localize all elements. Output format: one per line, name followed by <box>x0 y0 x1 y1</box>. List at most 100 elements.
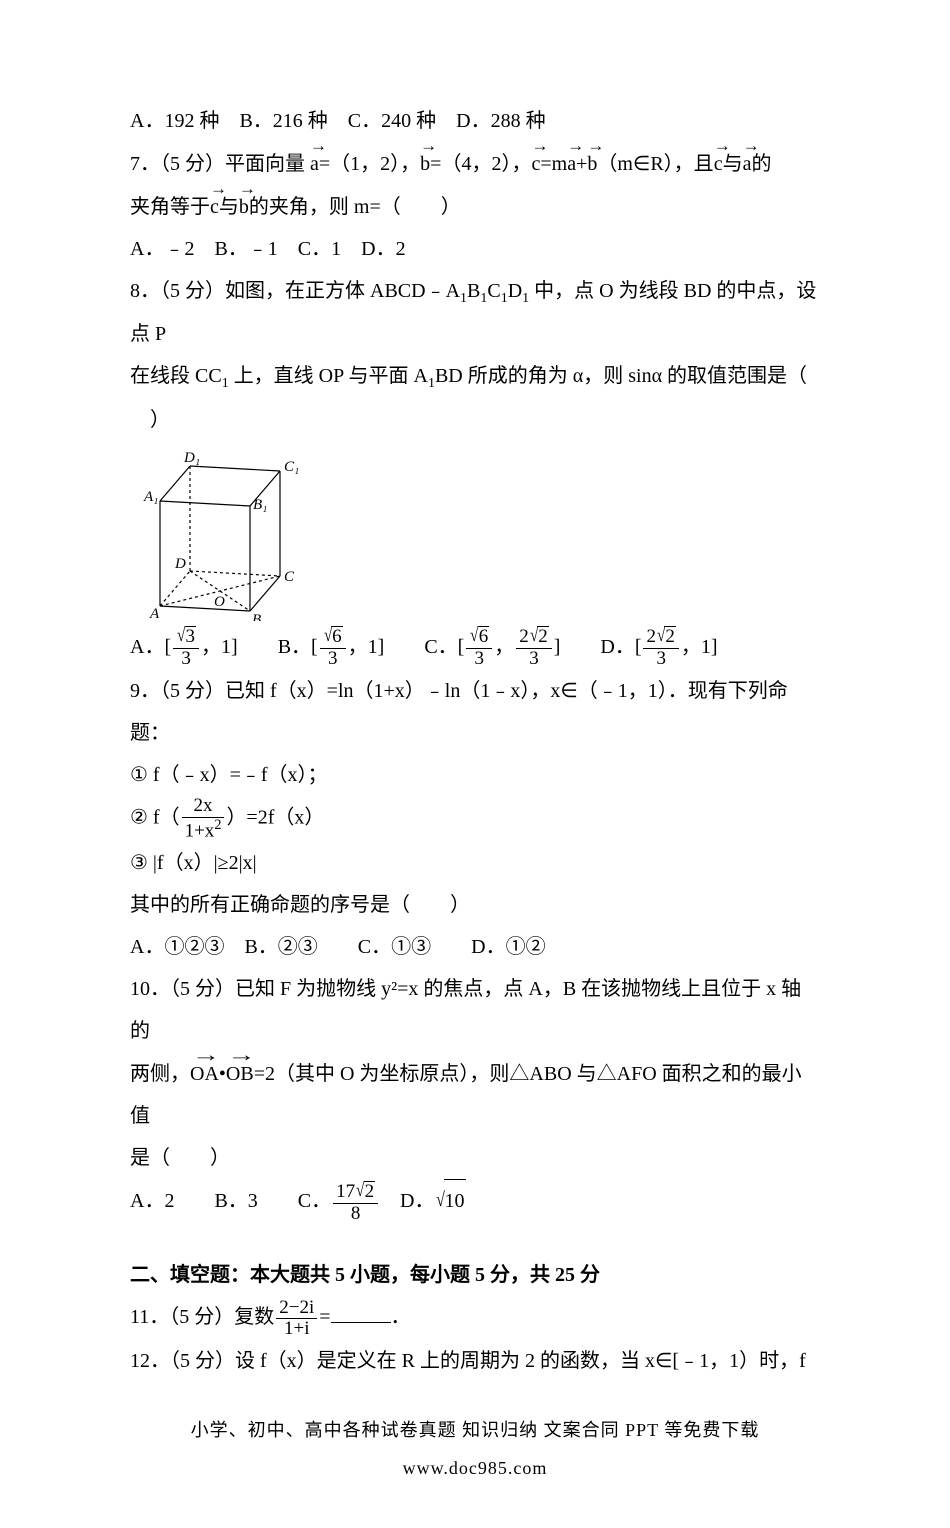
q11-eq: = <box>319 1306 330 1328</box>
q10-oD-sqrt-sign: √ <box>436 1179 445 1221</box>
q9-prop3: ③ |f（x）|≥2|x| <box>130 842 820 884</box>
q8-oD-pre: D．[ <box>600 636 641 658</box>
q8-line1: 8．（5 分）如图，在正方体 ABCD﹣A1B1C1D1 中，点 O 为线段 B… <box>130 270 820 355</box>
q8-oC-mid: ， <box>494 636 514 658</box>
lbl-A1: A₁ <box>143 489 158 505</box>
q8-oA-pre: A．[ <box>130 636 171 658</box>
vec-c-sym: c <box>531 153 540 175</box>
q9-options: A．①②③ B．②③ C．①③ D．①② <box>130 926 820 968</box>
q9-p2-num: 2x <box>182 796 225 818</box>
lbl-C: C <box>284 569 295 585</box>
sub-a1bd: 1 <box>428 376 435 391</box>
q11-frac: 2−2i1+i <box>276 1298 317 1341</box>
q8-options: A．[√33，1] B．[√63，1] C．[√63，2√23] D．[2√23… <box>130 626 820 670</box>
q11: 11．（5 分）复数2−2i1+i= ． <box>130 1296 820 1340</box>
cube-diagram: A B C D A₁ B₁ C₁ D₁ O <box>140 446 310 621</box>
vec-b: b <box>420 142 430 185</box>
q8-oC-den2: 3 <box>516 649 551 670</box>
q8-t1b: B <box>467 280 480 302</box>
q9-ask: 其中的所有正确命题的序号是（ ） <box>130 884 820 926</box>
q8-line2: 在线段 CC1 上，直线 OP 与平面 A1BD 所成的角为 α，则 sinα … <box>130 355 820 398</box>
q8-t1d: D <box>508 280 522 302</box>
q8-oD-post: ，1] <box>681 636 718 658</box>
lbl-A: A <box>149 606 160 621</box>
q7-t8: 夹角等于 <box>130 196 210 218</box>
vec-b3: b <box>239 185 249 228</box>
q8-oB-post: ，1] <box>348 636 385 658</box>
vec-OA-sym: OA <box>190 1063 219 1085</box>
vec-c: c <box>531 142 540 185</box>
q11-period: ． <box>391 1306 411 1328</box>
q8-oC-post: ] <box>554 636 561 658</box>
q8-t2b: 上，直线 OP 与平面 A <box>229 365 428 387</box>
lbl-D: D <box>174 556 186 572</box>
vec-c3-sym: c <box>210 196 219 218</box>
q7-t6: 与 <box>723 153 743 175</box>
q8-line3: ） <box>130 399 820 441</box>
q8-t2c: BD 所成的角为 α，则 sinα 的取值范围是（ <box>435 365 807 387</box>
q8-oA-frac: √33 <box>173 626 199 670</box>
page-footer: 小学、初中、高中各种试卷真题 知识归纳 文案合同 PPT 等免费下载 www.d… <box>130 1412 820 1488</box>
vec-b2-sym: b <box>587 153 597 175</box>
lbl-B1: B₁ <box>253 497 267 513</box>
q11-num: 2−2i <box>276 1298 317 1320</box>
q7-line1: 7．（5 分）平面向量 a=（1，2），b=（4，2），c=ma+b（m∈R），… <box>130 142 820 185</box>
q9-line1: 9．（5 分）已知 f（x）=ln（1+x）﹣ln（1﹣x），x∈（﹣1，1）．… <box>130 670 820 712</box>
vec-a-sym: a <box>310 153 319 175</box>
vec-b-sym: b <box>420 153 430 175</box>
q11-blank <box>331 1302 391 1323</box>
vec-c3: c <box>210 185 219 228</box>
vec-OB-sym: OB <box>226 1063 254 1085</box>
q9-prop1: ① f（﹣x）=﹣f（x）； <box>130 754 820 796</box>
q8-t1: 8．（5 分）如图，在正方体 ABCD﹣A <box>130 280 460 302</box>
q11-a: 11．（5 分）复数 <box>130 1306 274 1328</box>
q10-t2a: 两侧， <box>130 1063 190 1085</box>
q8-oB-pre: B．[ <box>278 636 318 658</box>
q8-oC-frac1: √63 <box>466 626 492 670</box>
vec-a2: a <box>567 142 576 185</box>
q8-oB-den: 3 <box>320 649 346 670</box>
q7-t4: =m <box>540 153 567 175</box>
q7-options: A．﹣2 B．﹣1 C．1 D．2 <box>130 228 820 270</box>
q7-line2: 夹角等于c与b的夹角，则 m=（ ） <box>130 185 820 228</box>
lbl-D1: D₁ <box>183 450 200 466</box>
q10-oAB: A．2 B．3 C． <box>130 1190 331 1212</box>
q10-line2: 两侧，OA•OB=2（其中 O 为坐标原点），则△ABO 与△AFO 面积之和的… <box>130 1052 820 1137</box>
sub-cc1: 1 <box>222 376 229 391</box>
sub-1a: 1 <box>460 291 467 306</box>
section-2-title: 二、填空题：本大题共 5 小题，每小题 5 分，共 25 分 <box>130 1254 820 1296</box>
q10-oD-pre: D． <box>380 1190 434 1212</box>
q7-t5: （m∈R），且 <box>597 153 713 175</box>
q9-p2-frac: 2x1+x2 <box>182 796 225 842</box>
q9-p2a: ② f（ <box>130 807 180 829</box>
lbl-O: O <box>214 594 225 610</box>
q8-oA-post: ，1] <box>201 636 238 658</box>
vec-OB: OB <box>226 1052 254 1095</box>
q8-t2: 在线段 CC <box>130 365 222 387</box>
q7-t9: 与 <box>219 196 239 218</box>
vec-c2: c <box>714 142 723 185</box>
q7-t1: 7．（5 分）平面向量 <box>130 153 310 175</box>
q8-oC-frac2: 2√23 <box>516 626 551 670</box>
q8-oC-pre: C．[ <box>424 636 464 658</box>
vec-a3: a <box>743 142 752 185</box>
lbl-B: B <box>252 612 261 621</box>
q7-t10: 的夹角，则 m=（ ） <box>249 196 461 218</box>
q10-options: A．2 B．3 C．17√28 D．√10 <box>130 1179 820 1224</box>
q7-t7: 的 <box>751 153 771 175</box>
q7-plus: + <box>576 153 587 175</box>
q10-line3: 是（ ） <box>130 1137 820 1179</box>
vec-b3-sym: b <box>239 196 249 218</box>
q10-oC-frac: 17√28 <box>333 1181 378 1225</box>
q8-oD-frac: 2√23 <box>643 626 678 670</box>
q7-t2: =（1，2）， <box>319 153 420 175</box>
vec-a3-sym: a <box>743 153 752 175</box>
q9-p2b: ）=2f（x） <box>226 807 324 829</box>
sub-1c: 1 <box>501 291 508 306</box>
q8-oA-den: 3 <box>173 649 199 670</box>
vec-c2-sym: c <box>714 153 723 175</box>
q8-oD-den: 3 <box>643 649 678 670</box>
q11-den: 1+i <box>276 1319 317 1340</box>
vec-OA: OA <box>190 1052 219 1095</box>
q7-t3: =（4，2）， <box>430 153 531 175</box>
